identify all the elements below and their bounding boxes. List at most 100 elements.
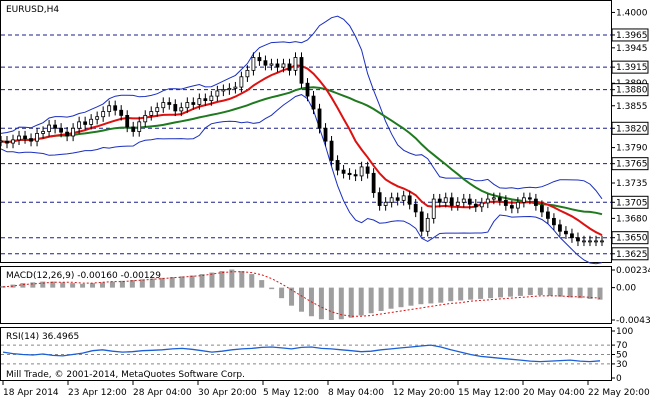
macd-bar [20,283,26,288]
candle-body [509,205,514,209]
time-tick-label: 18 Apr 2014 [3,388,59,398]
price-tick-label: 1.3965 [616,31,648,41]
candle-body [455,201,460,206]
macd-bar [328,287,334,320]
macd-bar [179,276,185,288]
macd-bar [478,287,484,299]
time-tick-label: 23 Apr 12:00 [68,388,127,398]
candle-body [179,107,184,112]
price-tick-label: 1.3915 [616,63,648,73]
macd-bar [348,287,354,318]
time-tick-label: 12 May 20:00 [393,388,455,398]
candle-body [401,195,406,201]
time-tick-label: 30 Apr 20:00 [198,388,257,398]
candle-body [305,82,310,97]
price-tick-label: 1.3705 [616,198,648,208]
macd-bar [229,269,235,288]
price-tick-label: 1.3855 [616,102,648,112]
candle-body [431,198,436,219]
macd-bar [100,282,105,288]
candle-body [251,57,256,71]
candle-body [425,217,430,232]
time-tick-label: 20 May 04:00 [523,388,585,398]
macd-bar [199,274,205,288]
candle-body [215,90,220,97]
candle-body [53,124,57,129]
candle-body [347,172,352,176]
macd-bar [448,287,454,302]
candle-body [365,166,370,174]
candle-body [576,237,580,242]
candle-body [359,166,364,177]
candle-body [491,197,496,200]
candle-body [594,240,598,243]
candle-body [521,197,526,203]
time-tick-label: 8 May 04:00 [328,388,384,398]
candle-body [143,115,148,123]
candle-body [131,126,136,132]
macd-bar [468,287,474,300]
macd-bar [139,279,145,288]
macd-bar [239,271,245,288]
price-tick-label: 1.4000 [616,8,648,18]
candle-body [47,124,51,132]
time-tick-label: 5 May 12:00 [263,388,319,398]
rsi-title: RSI(14) 36.4965 [6,332,79,342]
macd-bar [507,287,513,297]
candle-body [41,131,45,134]
candle-body [395,197,400,201]
candle-body [540,205,544,213]
price-tick-label: 1.3790 [616,144,648,154]
macd-tick-label: 0.00234 [616,266,650,276]
macd-bar [597,287,603,300]
candle-body [377,192,382,206]
candle-body [11,139,15,144]
macd-bar [289,287,295,306]
candle-body [155,107,160,112]
candle-body [479,202,484,208]
candle-body [167,102,172,105]
candle-body [191,102,196,105]
macd-signal [2,271,601,317]
candle-body [29,138,33,142]
candle-body [281,63,286,68]
macd-bar [259,280,265,288]
candle-body [473,203,478,208]
macd-tick-label: -0.0043 [616,316,650,326]
macd-bar [587,287,593,299]
candle-body [185,102,190,109]
candle-body [17,135,21,141]
candle-body [546,211,550,219]
candle-body [485,198,490,204]
candle-body [275,63,280,68]
candle-body [371,172,376,194]
candle-body [497,197,502,201]
candle-body [461,198,466,203]
candle-body [299,57,304,84]
candle-body [161,102,166,109]
rsi-line [2,344,601,363]
candle-body [245,69,250,78]
candle-body [389,197,394,203]
macd-bar [189,275,195,288]
macd-bar [269,287,275,290]
ma-green [0,86,603,216]
macd-bar [129,280,135,288]
macd-bar [60,282,66,288]
candle-body [582,240,586,243]
candle-body [407,195,412,205]
macd-bar [398,287,404,308]
candle-body [503,199,508,206]
macd-bar [547,287,553,296]
candle-body [59,127,63,133]
macd-bar [80,283,86,288]
macd-bar [109,281,115,288]
macd-bar [30,282,36,288]
candle-body [413,203,418,213]
macd-bar [408,287,414,306]
candle-body [317,108,322,129]
candle-body [467,198,472,205]
candle-body [197,98,202,105]
price-series [0,52,604,247]
